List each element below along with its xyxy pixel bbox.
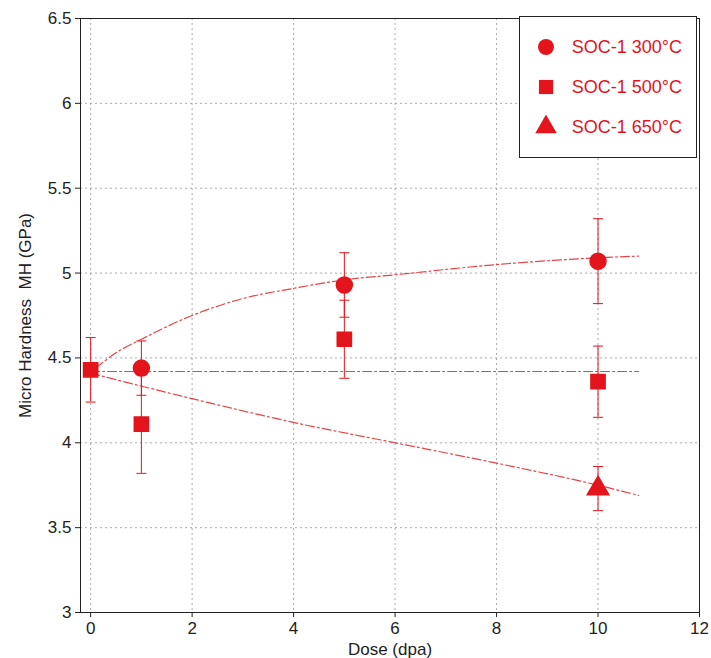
svg-text:4.5: 4.5 — [48, 348, 72, 367]
svg-text:6.5: 6.5 — [48, 9, 72, 28]
html-text:SOC-1 300°C: SOC-1 300°C — [571, 36, 682, 57]
svg-text:8: 8 — [492, 619, 501, 638]
svg-text:6: 6 — [390, 619, 399, 638]
svg-text:12: 12 — [690, 619, 709, 638]
svg-text:2: 2 — [187, 619, 196, 638]
svg-text:3.5: 3.5 — [48, 518, 72, 537]
svg-text:6: 6 — [62, 94, 71, 113]
svg-text:5.5: 5.5 — [48, 179, 72, 198]
svg-text:Micro Hardness MH (GPa): Micro Hardness MH (GPa) — [16, 213, 35, 418]
svg-text:Dose (dpa): Dose (dpa) — [348, 640, 432, 658]
html-text:SOC-1 650°C: SOC-1 650°C — [571, 116, 682, 137]
html-text:SOC-1 500°C: SOC-1 500°C — [571, 76, 682, 97]
svg-text:4: 4 — [289, 619, 298, 638]
svg-text:10: 10 — [589, 619, 608, 638]
svg-text:0: 0 — [86, 619, 95, 638]
svg-text:3: 3 — [62, 603, 71, 622]
svg-text:5: 5 — [62, 264, 71, 283]
svg-text:4: 4 — [62, 433, 71, 452]
